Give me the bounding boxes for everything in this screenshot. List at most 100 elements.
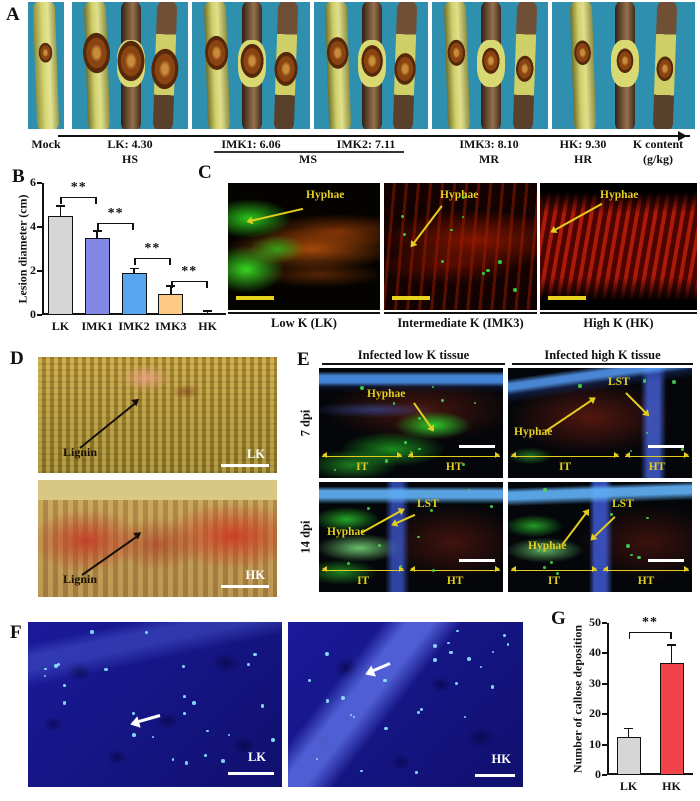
group-label-mock: Mock xyxy=(0,137,101,152)
it-segment: IT xyxy=(508,452,622,478)
fluorescent-speck xyxy=(617,503,620,506)
lignin-arrow xyxy=(79,400,139,449)
fluorescent-speck xyxy=(378,544,382,548)
error-bar xyxy=(133,267,135,274)
fluorescence-7dpi-high-k: LST Hyphae IT HT xyxy=(508,368,692,478)
ht-segment: HT xyxy=(600,566,692,592)
significance-bracket xyxy=(134,257,171,265)
tissue-tag-hk: HK xyxy=(491,752,511,766)
lst-arrow xyxy=(591,516,616,540)
severity-ms: MS xyxy=(299,152,317,166)
group-label-imk2: IMK2: 7.11 xyxy=(311,137,421,153)
severity-hr: HR xyxy=(574,152,592,166)
panel-g-label: G xyxy=(551,608,566,629)
hyphae-annotation: Hyphae xyxy=(528,540,567,552)
lesion xyxy=(571,36,594,69)
error-bar xyxy=(670,644,673,663)
bar-IMK1 xyxy=(84,238,110,315)
fluorescent-speck xyxy=(333,468,336,472)
twig xyxy=(477,2,505,129)
significance-label: ** xyxy=(181,263,198,279)
ht-label: HT xyxy=(445,461,463,473)
lesion xyxy=(358,40,386,81)
ht-segment: HT xyxy=(407,566,503,592)
significance-label: ** xyxy=(70,180,87,196)
fluorescent-speck xyxy=(432,568,436,572)
fluorescent-speck xyxy=(417,417,421,420)
fluorescent-speck xyxy=(367,506,371,510)
fluorescent-speck xyxy=(384,726,388,731)
callose-image-lk: LK xyxy=(28,622,282,787)
significance-bracket xyxy=(628,632,672,640)
it-ht-axis: IT HT xyxy=(319,566,503,592)
twig xyxy=(610,2,639,129)
significance-label: ** xyxy=(107,205,124,221)
x-category-label: IMK1 xyxy=(81,319,113,333)
x-category-label: IMK2 xyxy=(118,319,150,333)
twig xyxy=(443,2,470,129)
y-tick xyxy=(602,652,607,655)
fluorescent-speck xyxy=(270,737,275,742)
fluorescent-speck xyxy=(441,399,444,402)
fluorescent-speck xyxy=(253,652,257,657)
fluorescent-speck xyxy=(549,561,553,565)
group-label-hk-text: HK: 9.30 xyxy=(559,137,607,151)
fluorescent-speck xyxy=(629,449,633,453)
x-category-label: IMK3 xyxy=(155,319,187,333)
fluorescent-speck xyxy=(681,448,685,452)
lst-arrow xyxy=(625,392,649,416)
x-category-label: LK xyxy=(51,319,70,333)
error-bar xyxy=(59,205,62,216)
error-bar-cap xyxy=(55,205,65,207)
fluorescent-speck xyxy=(473,401,477,404)
y-tick-label: 2 xyxy=(30,263,36,277)
lesion xyxy=(146,42,183,95)
scale-bar xyxy=(221,464,269,467)
fluorescent-speck xyxy=(62,701,67,705)
panelA-group-imk1 xyxy=(192,2,310,129)
column-header-high-k: Infected high K tissue xyxy=(512,348,693,365)
panelA-group-mock xyxy=(28,2,64,129)
lesion xyxy=(479,44,503,78)
fluorescent-speck xyxy=(401,215,405,219)
fluorescent-speck xyxy=(610,513,614,517)
fluorescent-speck xyxy=(467,488,471,492)
fluorescent-speck xyxy=(43,674,47,678)
twig xyxy=(237,2,267,129)
fluorescent-speck xyxy=(578,384,582,388)
fluorescent-speck xyxy=(206,729,209,733)
scale-bar xyxy=(221,585,269,588)
panel-c-label: C xyxy=(198,162,212,183)
fluorescent-speck xyxy=(260,704,265,709)
fluorescent-speck xyxy=(131,712,135,716)
callose-arrow xyxy=(131,714,161,725)
fluorescent-speck xyxy=(404,441,407,444)
lesion xyxy=(390,48,419,90)
caption-low-k: Low K (LK) xyxy=(271,316,337,330)
fluorescence-7dpi-low-k: Hyphae IT HT xyxy=(319,368,503,478)
it-segment: IT xyxy=(508,566,600,592)
fluorescent-speck xyxy=(555,571,560,576)
fluorescent-speck xyxy=(131,733,136,738)
fluorescent-speck xyxy=(171,757,175,761)
fluorescent-speck xyxy=(461,195,465,199)
ht-segment: HT xyxy=(622,452,692,478)
fluorescent-speck xyxy=(89,630,94,635)
hyphae-annotation: Hyphae xyxy=(514,426,553,438)
lesion xyxy=(512,51,537,86)
group-label-hk: HK: 9.30 xyxy=(528,137,638,152)
lesion xyxy=(201,30,232,75)
error-bar-cap xyxy=(129,267,139,270)
lesion xyxy=(36,39,55,66)
fluorescent-speck xyxy=(491,650,495,654)
scale-bar xyxy=(228,772,274,775)
fluorescent-speck xyxy=(324,652,329,657)
group-label-imk1-text: IMK1: 6.06 xyxy=(221,137,281,153)
lignin-annotation: Lignin xyxy=(63,572,98,586)
column-header-low-k: Infected low K tissue xyxy=(322,348,505,365)
fluorescent-speck xyxy=(479,665,483,668)
fluorescent-speck xyxy=(490,685,495,689)
lst-arrow xyxy=(392,514,416,526)
x-category-label: HK xyxy=(198,319,217,333)
lesion xyxy=(114,35,148,87)
